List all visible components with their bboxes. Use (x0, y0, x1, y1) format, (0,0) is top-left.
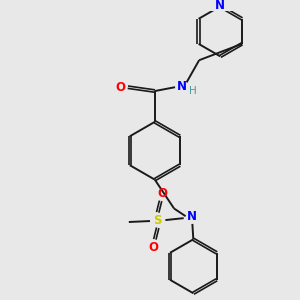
Text: O: O (158, 187, 167, 200)
Text: N: N (215, 0, 225, 12)
Text: H: H (190, 86, 197, 96)
Text: O: O (115, 81, 125, 94)
Text: S: S (154, 214, 162, 226)
Text: N: N (177, 80, 187, 93)
Text: N: N (186, 210, 197, 223)
Text: O: O (148, 241, 158, 254)
